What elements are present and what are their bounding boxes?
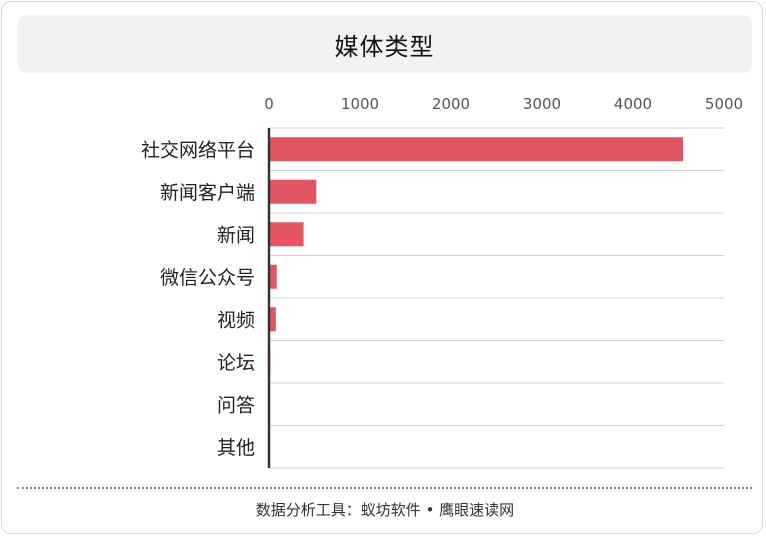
x-tick-label: 0 bbox=[264, 95, 274, 113]
category-label: 其他 bbox=[217, 437, 255, 459]
category-label: 新闻 bbox=[217, 224, 255, 246]
category-label: 社交网络平台 bbox=[141, 139, 255, 161]
category-label: 新闻客户端 bbox=[160, 182, 255, 204]
chart-title: 媒体类型 bbox=[334, 32, 435, 61]
bar bbox=[269, 137, 684, 162]
category-label: 论坛 bbox=[217, 352, 255, 374]
category-label: 微信公众号 bbox=[160, 267, 255, 289]
x-tick-label: 3000 bbox=[523, 95, 561, 113]
x-tick-label: 2000 bbox=[432, 95, 470, 113]
category-label: 问答 bbox=[217, 394, 255, 416]
x-tick-label: 1000 bbox=[341, 95, 379, 113]
footer-source: 数据分析工具：蚁坊软件 • 鹰眼速读网 bbox=[255, 501, 515, 519]
title-bar: 媒体类型 bbox=[17, 15, 752, 73]
x-tick-label: 5000 bbox=[705, 95, 743, 113]
bar bbox=[269, 222, 304, 247]
x-tick-label: 4000 bbox=[614, 95, 652, 113]
footer-divider bbox=[17, 487, 752, 489]
bar bbox=[269, 264, 277, 289]
bar bbox=[269, 179, 317, 204]
bar bbox=[269, 307, 276, 332]
category-label: 视频 bbox=[217, 309, 255, 331]
